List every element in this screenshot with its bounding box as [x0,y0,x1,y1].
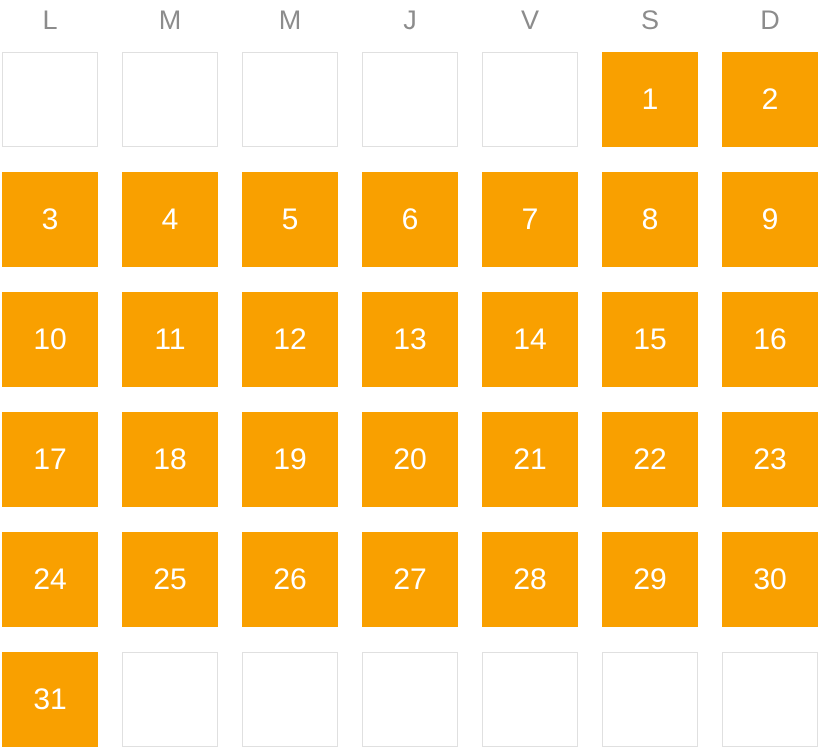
empty-cell [2,52,98,147]
day-cell-4[interactable]: 4 [122,172,218,267]
empty-cell [122,52,218,147]
day-cell-28[interactable]: 28 [482,532,578,627]
day-cell-19[interactable]: 19 [242,412,338,507]
day-cell-31[interactable]: 31 [2,652,98,747]
empty-cell [242,652,338,747]
empty-cell [122,652,218,747]
empty-cell [722,652,818,747]
day-cell-10[interactable]: 10 [2,292,98,387]
day-cell-9[interactable]: 9 [722,172,818,267]
day-cell-14[interactable]: 14 [482,292,578,387]
day-cell-27[interactable]: 27 [362,532,458,627]
day-cell-15[interactable]: 15 [602,292,698,387]
day-cell-6[interactable]: 6 [362,172,458,267]
day-cell-23[interactable]: 23 [722,412,818,507]
empty-cell [482,652,578,747]
day-cell-7[interactable]: 7 [482,172,578,267]
day-cell-25[interactable]: 25 [122,532,218,627]
day-cell-16[interactable]: 16 [722,292,818,387]
day-cell-8[interactable]: 8 [602,172,698,267]
day-cell-22[interactable]: 22 [602,412,698,507]
day-cell-2[interactable]: 2 [722,52,818,147]
empty-cell [602,652,698,747]
weekday-header-sunday: D [760,4,780,35]
empty-cell [242,52,338,147]
day-cell-17[interactable]: 17 [2,412,98,507]
day-cell-3[interactable]: 3 [2,172,98,267]
weekday-header-friday: V [520,4,539,35]
day-cell-13[interactable]: 13 [362,292,458,387]
empty-cell [482,52,578,147]
day-cell-26[interactable]: 26 [242,532,338,627]
weekday-header-saturday: S [640,4,659,35]
calendar-grid: 1 2 3 4 5 6 7 8 9 10 11 12 13 14 15 16 17 18 19 20 21 22 23 24 2… [2,52,820,747]
day-cell-29[interactable]: 29 [602,532,698,627]
weekday-header-monday: L [42,4,58,35]
day-cell-12[interactable]: 12 [242,292,338,387]
empty-cell [362,652,458,747]
day-cell-11[interactable]: 11 [122,292,218,387]
day-cell-1[interactable]: 1 [602,52,698,147]
day-cell-21[interactable]: 21 [482,412,578,507]
day-cell-24[interactable]: 24 [2,532,98,627]
weekday-header-thursday: J [403,4,417,35]
weekday-header-row: L M M J V S D [2,0,820,40]
day-cell-18[interactable]: 18 [122,412,218,507]
weekday-header-wednesday: M [278,4,302,35]
day-cell-30[interactable]: 30 [722,532,818,627]
weekday-header-tuesday: M [158,4,182,35]
day-cell-20[interactable]: 20 [362,412,458,507]
empty-cell [362,52,458,147]
day-cell-5[interactable]: 5 [242,172,338,267]
